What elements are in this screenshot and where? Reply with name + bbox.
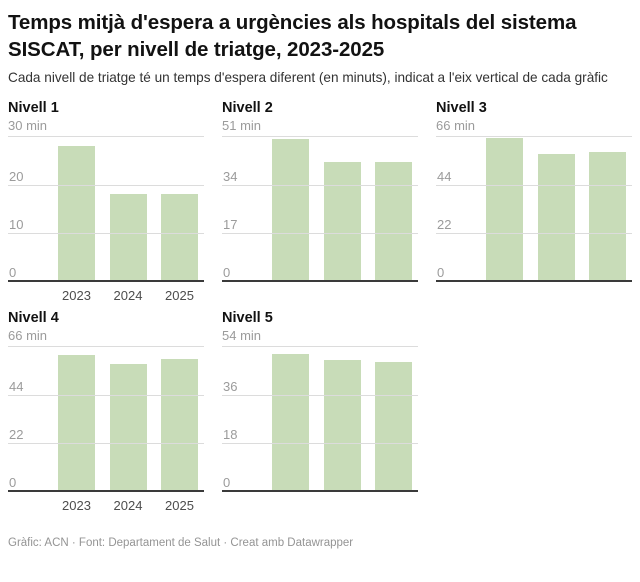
gridline-max [8, 136, 204, 138]
bar-2023 [272, 354, 309, 492]
x-axis-baseline [222, 490, 418, 493]
bar-2024 [537, 153, 575, 282]
y-axis-max-label: 54 min [222, 328, 262, 344]
x-axis-baseline [8, 490, 204, 493]
bar-2025 [161, 359, 198, 492]
chart-subtitle: Cada nivell de triatge té un temps d'esp… [8, 70, 608, 86]
bar-2023 [58, 145, 95, 282]
bar-2025 [375, 362, 412, 492]
panel-title: Nivell 1 [8, 100, 59, 117]
gridline-max [8, 346, 204, 348]
bar-2024 [323, 161, 361, 282]
bar-2025 [375, 161, 412, 282]
y-tick-label: 0 [9, 265, 17, 281]
bar-2024 [109, 363, 147, 492]
chart-panel-2: Nivell 2 51 min 0 17 34 [222, 99, 418, 305]
plot-area: 0 22 44 [8, 346, 204, 493]
y-tick-label: 22 [437, 216, 452, 232]
gridline [436, 232, 632, 234]
chart-panel-4: Nivell 4 66 min 0 22 44 2023 2024 2025 [8, 309, 204, 515]
chart-panel-1: Nivell 1 30 min 0 10 20 2023 2024 2025 [8, 99, 204, 305]
x-axis-baseline [8, 280, 204, 283]
chart-panel-3: Nivell 3 66 min 0 22 44 [436, 99, 632, 305]
x-tick-label-2025: 2025 [165, 498, 194, 514]
x-axis-labels: 2023 2024 2025 [8, 495, 204, 515]
gridline [222, 184, 418, 186]
gridline [222, 232, 418, 234]
plot-area: 0 22 44 [436, 136, 632, 283]
x-axis-labels: 2023 2024 2025 [8, 285, 204, 305]
x-axis-baseline [436, 280, 632, 283]
y-tick-label: 36 [223, 378, 238, 394]
x-axis-baseline [222, 280, 418, 283]
gridline [222, 442, 418, 444]
x-tick-label-2025: 2025 [165, 288, 194, 304]
bar-2024 [323, 359, 361, 492]
plot-area: 0 17 34 [222, 136, 418, 283]
bar-2023 [58, 355, 95, 492]
plot-area: 0 18 36 [222, 346, 418, 493]
bar-2025 [161, 194, 198, 282]
panel-title: Nivell 4 [8, 310, 59, 327]
attribution-footer: Gràfic: ACN · Font: Departament de Salut… [8, 537, 354, 550]
plot-area: 0 10 20 [8, 136, 204, 283]
gridline-max [222, 346, 418, 348]
bar-2023 [272, 139, 309, 282]
y-axis-max-label: 51 min [222, 118, 262, 134]
gridline [8, 442, 204, 444]
gridline-max [222, 136, 418, 138]
gridline [8, 232, 204, 234]
y-tick-label: 0 [223, 265, 231, 281]
panel-title: Nivell 2 [222, 100, 273, 117]
gridline [436, 184, 632, 186]
x-tick-label-2024: 2024 [113, 498, 143, 514]
bar-2023 [486, 138, 523, 282]
x-tick-label-2023: 2023 [62, 288, 91, 304]
chart-panel-5: Nivell 5 54 min 0 18 36 [222, 309, 418, 515]
gridline-max [436, 136, 632, 138]
y-tick-label: 22 [9, 426, 24, 442]
y-tick-label: 18 [223, 426, 238, 442]
y-tick-label: 0 [9, 475, 17, 491]
y-axis-max-label: 30 min [8, 118, 48, 134]
y-tick-label: 34 [223, 168, 238, 184]
panel-title: Nivell 3 [436, 100, 487, 117]
y-axis-max-label: 66 min [8, 328, 48, 344]
chart-title: Temps mitjà d'espera a urgències als hos… [8, 11, 577, 61]
y-tick-label: 20 [9, 168, 24, 184]
panel-title: Nivell 5 [222, 310, 273, 327]
x-tick-label-2023: 2023 [62, 498, 91, 514]
chart-container: Temps mitjà d'espera a urgències als hos… [8, 11, 632, 550]
y-axis-max-label: 66 min [436, 118, 476, 134]
gridline [8, 184, 204, 186]
x-tick-label-2024: 2024 [113, 288, 143, 304]
y-tick-label: 10 [9, 216, 24, 232]
bar-2025 [589, 151, 626, 282]
y-tick-label: 0 [437, 265, 445, 281]
bar-2024 [109, 194, 147, 282]
gridline [8, 394, 204, 396]
y-tick-label: 44 [9, 378, 24, 394]
y-tick-label: 17 [223, 216, 238, 232]
gridline [222, 394, 418, 396]
y-tick-label: 0 [223, 475, 231, 491]
y-tick-label: 44 [437, 168, 452, 184]
